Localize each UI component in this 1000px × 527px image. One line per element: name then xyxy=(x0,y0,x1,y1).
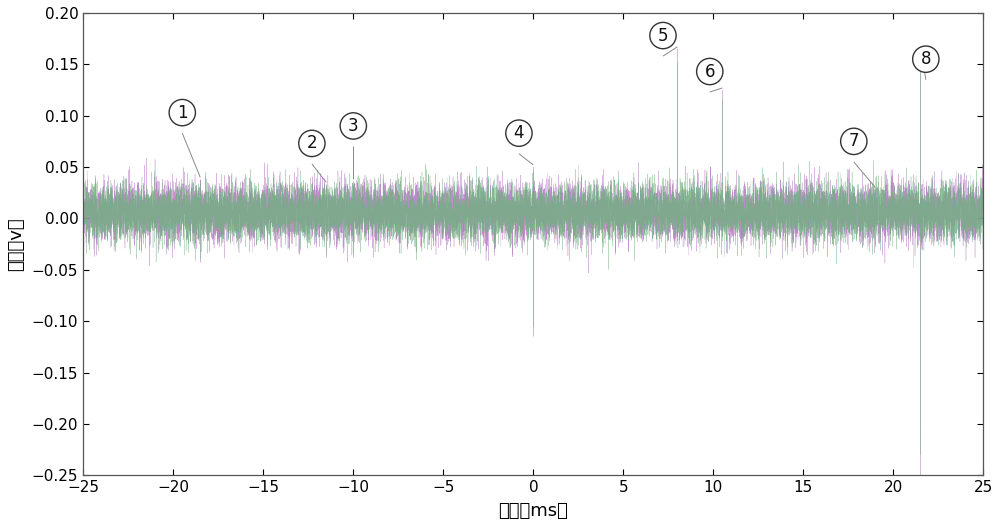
Text: 1: 1 xyxy=(177,104,188,122)
Text: 4: 4 xyxy=(514,124,524,142)
Text: 3: 3 xyxy=(348,117,359,135)
Text: 6: 6 xyxy=(705,63,715,81)
Text: 5: 5 xyxy=(658,26,668,45)
Text: 8: 8 xyxy=(921,50,931,68)
Text: 2: 2 xyxy=(307,134,317,152)
Y-axis label: 幅値（v）: 幅値（v） xyxy=(7,217,25,271)
X-axis label: 时间（ms）: 时间（ms） xyxy=(498,502,568,520)
Text: 7: 7 xyxy=(849,132,859,150)
